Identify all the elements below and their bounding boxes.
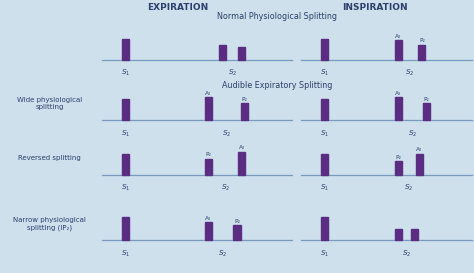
Text: $S_1$: $S_1$ [121,68,130,78]
Bar [205,97,212,120]
Text: $S_2$: $S_2$ [228,68,237,78]
Bar [238,152,246,175]
Bar [241,103,248,120]
Text: $S_1$: $S_1$ [320,128,329,138]
Text: Reversed splitting: Reversed splitting [18,155,81,161]
Text: P₂: P₂ [241,97,247,102]
Text: $S_1$: $S_1$ [320,68,329,78]
Text: INSPIRATION: INSPIRATION [342,3,407,12]
Text: $S_2$: $S_2$ [220,183,230,193]
Text: $S_1$: $S_1$ [320,183,329,193]
Text: $S_2$: $S_2$ [404,183,413,193]
Text: $S_1$: $S_1$ [121,183,130,193]
Bar [321,154,328,175]
Bar [394,161,402,175]
Bar [238,47,246,60]
Text: $S_2$: $S_2$ [405,68,415,78]
Text: P₂: P₂ [419,38,425,43]
Text: $S_1$: $S_1$ [121,248,130,259]
Bar [122,216,129,240]
Bar [423,103,430,120]
Text: P₂: P₂ [206,152,211,157]
Text: $S_2$: $S_2$ [408,128,417,138]
Bar [122,154,129,175]
Text: Normal Physiological Splitting: Normal Physiological Splitting [217,12,337,21]
Text: P₂: P₂ [424,97,429,102]
Text: A₂: A₂ [395,91,401,96]
Bar [321,216,328,240]
Bar [416,154,423,175]
Text: P₂: P₂ [234,219,240,224]
Text: Audible Expiratory Splitting: Audible Expiratory Splitting [222,81,332,90]
Bar [122,39,129,60]
Text: A₂: A₂ [416,147,423,152]
Text: $S_2$: $S_2$ [218,248,228,259]
Bar [411,229,419,240]
Bar [205,222,212,240]
Bar [205,159,212,175]
Text: Wide physiological
splitting: Wide physiological splitting [17,97,82,110]
Bar [321,99,328,120]
Text: A₂: A₂ [205,91,212,96]
Bar [233,225,240,240]
Text: $S_2$: $S_2$ [222,128,231,138]
Text: A₂: A₂ [395,34,401,39]
Text: $S_1$: $S_1$ [320,248,329,259]
Bar [394,229,402,240]
Bar [122,99,129,120]
Text: A₂: A₂ [238,146,245,150]
Bar [394,40,402,60]
Text: A₂: A₂ [205,216,212,221]
Bar [219,45,227,60]
Bar [394,97,402,120]
Bar [418,45,426,60]
Text: EXPIRATION: EXPIRATION [147,3,209,12]
Bar [321,39,328,60]
Text: $S_2$: $S_2$ [402,248,411,259]
Text: Narrow physiological
splitting (IP₂): Narrow physiological splitting (IP₂) [13,217,86,231]
Text: P₂: P₂ [395,155,401,160]
Text: $S_1$: $S_1$ [121,128,130,138]
